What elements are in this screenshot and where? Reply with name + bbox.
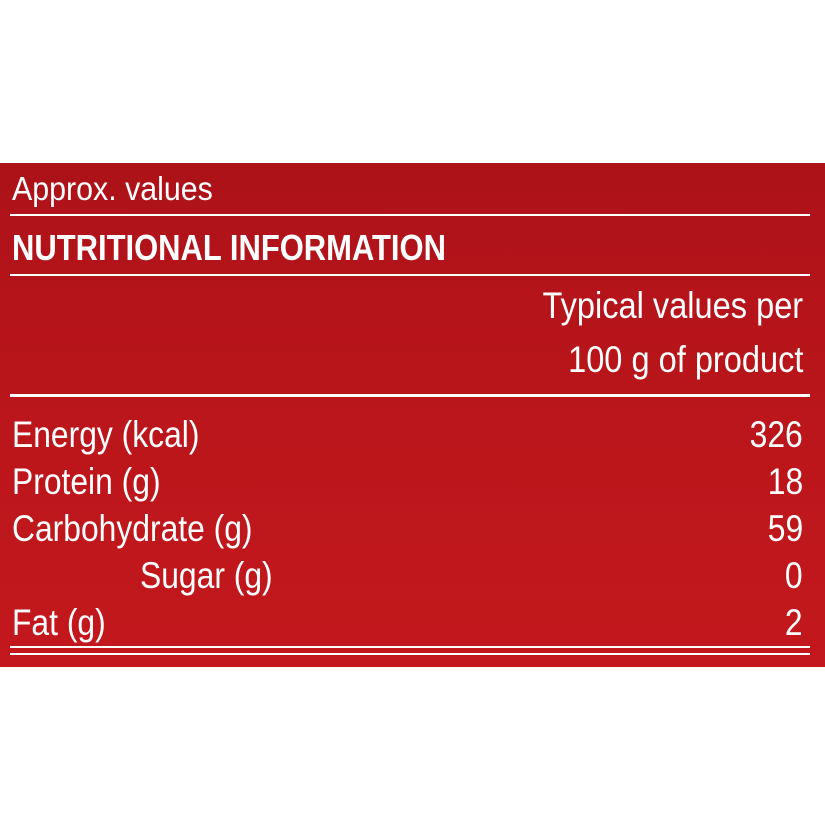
- nutrient-name: Carbohydrate (g): [12, 508, 253, 549]
- nutrient-row-energy: Energy (kcal) 326: [0, 411, 825, 458]
- divider-top: [10, 214, 810, 216]
- nutrient-row-sugar: Sugar (g) 0: [0, 552, 825, 599]
- nutrient-value: 326: [749, 414, 803, 455]
- nutrient-table: Energy (kcal) 326 Protein (g) 18 Carbohy…: [0, 411, 825, 646]
- divider-bottom-1: [10, 646, 810, 648]
- nutrient-name: Energy (kcal): [12, 414, 200, 455]
- nutrition-label-panel: Approx. values NUTRITIONAL INFORMATION T…: [0, 163, 825, 667]
- divider-bottom-2: [10, 653, 810, 655]
- nutrient-row-fat: Fat (g) 2: [0, 599, 825, 646]
- nutrient-name: Fat (g): [12, 602, 106, 643]
- nutrient-value: 18: [767, 461, 803, 502]
- nutrient-value: 0: [785, 555, 803, 596]
- nutrient-value: 2: [785, 602, 803, 643]
- divider-under-header: [10, 394, 810, 397]
- nutrient-value: 59: [767, 508, 803, 549]
- column-header-line-1: Typical values per: [542, 285, 803, 326]
- approx-values-note: Approx. values: [12, 170, 213, 207]
- nutrition-title: NUTRITIONAL INFORMATION: [12, 227, 446, 268]
- nutrient-row-protein: Protein (g) 18: [0, 458, 825, 505]
- column-header-line-2: 100 g of product: [567, 339, 803, 380]
- nutrient-name: Protein (g): [12, 461, 161, 502]
- nutrient-name: Sugar (g): [140, 555, 273, 596]
- nutrient-row-carbohydrate: Carbohydrate (g) 59: [0, 505, 825, 552]
- divider-under-title: [10, 274, 810, 276]
